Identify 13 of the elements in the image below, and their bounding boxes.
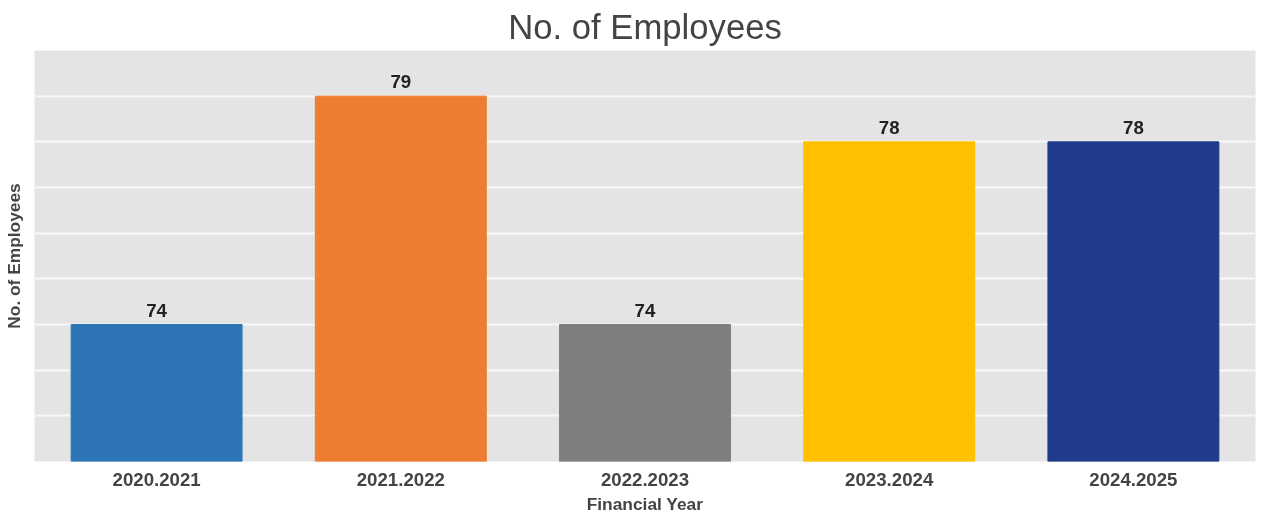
y-axis-title: No. of Employees — [3, 183, 24, 329]
x-tick-label: 2021.2022 — [356, 468, 445, 490]
data-label: 74 — [146, 299, 168, 321]
chart-title: No. of Employees — [508, 7, 782, 46]
data-label: 78 — [878, 116, 900, 138]
x-tick-label: 2022.2023 — [600, 468, 690, 490]
x-tick-label: 2020.2021 — [112, 468, 201, 490]
data-label: 74 — [634, 299, 656, 321]
data-label: 79 — [390, 71, 412, 93]
x-tick-label: 2023.2024 — [845, 468, 934, 490]
x-tick-label: 2024.2025 — [1089, 468, 1178, 490]
data-label: 78 — [1123, 116, 1144, 138]
x-axis-title: Financial Year — [586, 493, 704, 514]
